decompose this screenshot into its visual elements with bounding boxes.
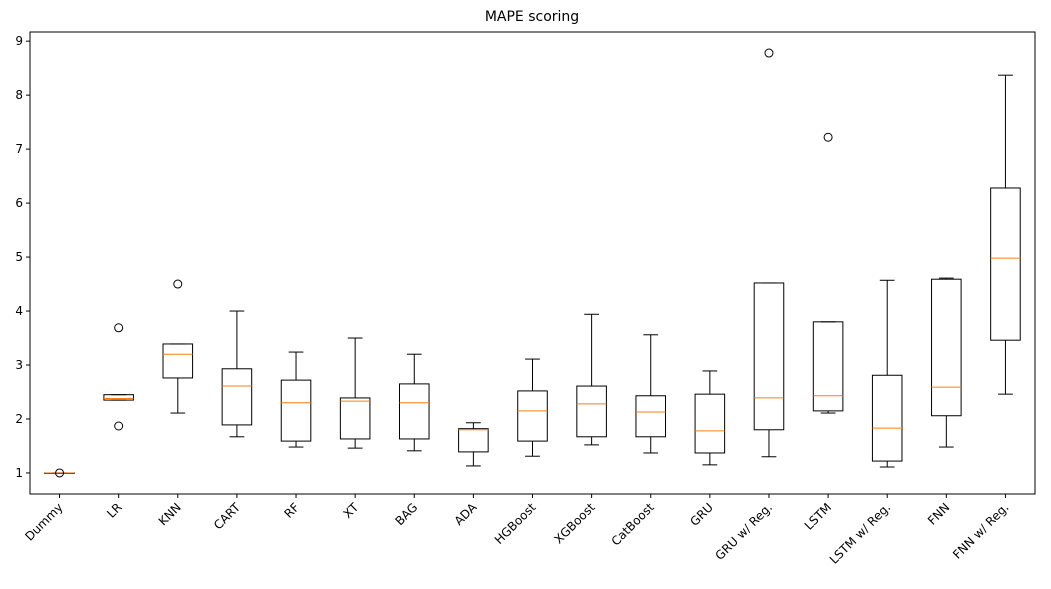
x-tick-label: Dummy — [22, 500, 65, 543]
box — [398, 383, 430, 440]
y-tick-label: 2 — [15, 412, 23, 426]
x-tick-label: XGBoost — [551, 500, 597, 546]
chart-title: MAPE scoring — [485, 9, 579, 25]
box — [339, 397, 371, 440]
y-tick-label: 3 — [15, 358, 23, 372]
box — [576, 385, 607, 438]
box — [635, 395, 667, 438]
box — [103, 394, 134, 401]
flier — [173, 279, 183, 289]
x-tick-label: RF — [281, 500, 302, 521]
flier — [114, 421, 124, 431]
box — [517, 390, 548, 442]
x-tick-label: KNN — [156, 500, 184, 528]
y-tick-label: 6 — [15, 196, 23, 210]
box — [812, 321, 844, 412]
box — [931, 278, 962, 417]
box — [871, 374, 903, 462]
box — [162, 343, 194, 379]
flier — [764, 48, 774, 58]
x-tick-label: CART — [211, 500, 244, 533]
x-tick-label: ADA — [452, 500, 480, 528]
plot-frame — [29, 31, 1036, 495]
flier — [114, 323, 124, 333]
x-tick-label: HGBoost — [492, 500, 539, 547]
box — [221, 368, 253, 426]
x-tick-label: XT — [341, 500, 362, 521]
x-tick-label: LR — [104, 500, 125, 521]
x-tick-label: BAG — [392, 500, 420, 528]
box — [694, 393, 726, 454]
y-tick-label: 8 — [15, 88, 23, 102]
box — [458, 428, 489, 453]
x-tick-label: CatBoost — [609, 500, 658, 549]
x-tick-label: GRU w/ Reg. — [712, 500, 775, 563]
y-tick-label: 1 — [15, 466, 23, 480]
y-tick-label: 9 — [15, 34, 23, 48]
x-tick-label: LSTM — [802, 500, 835, 533]
y-tick-label: 7 — [15, 142, 23, 156]
flier — [55, 468, 65, 478]
box — [280, 379, 312, 442]
x-tick-label: FNN w/ Reg. — [950, 500, 1011, 561]
box — [990, 187, 1021, 341]
x-tick-label: LSTM w/ Reg. — [827, 500, 894, 567]
y-tick-label: 5 — [15, 250, 23, 264]
x-tick-label: FNN — [925, 500, 952, 527]
box — [753, 282, 785, 431]
y-tick-label: 4 — [15, 304, 23, 318]
flier — [823, 132, 833, 142]
x-tick-label: GRU — [687, 500, 716, 529]
